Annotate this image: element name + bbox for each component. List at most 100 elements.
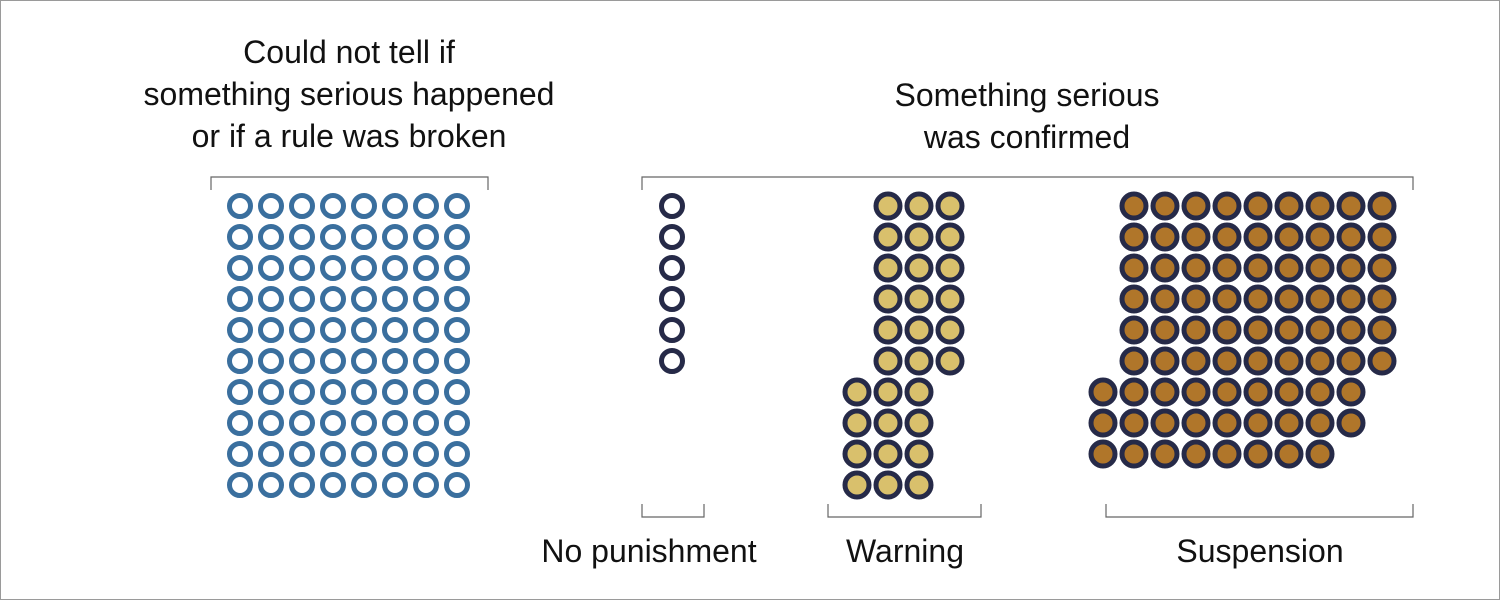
unit-suspension-37 <box>1119 315 1149 345</box>
group-suspension <box>1088 191 1397 469</box>
unit-unclear-49 <box>227 379 253 405</box>
unit-unclear-47 <box>413 348 439 374</box>
unit-suspension-67 <box>1181 408 1211 438</box>
unit-unclear-26 <box>258 286 284 312</box>
unit-warning-1 <box>873 191 903 221</box>
unit-unclear-80 <box>444 472 470 498</box>
unit-suspension-52 <box>1305 346 1335 376</box>
unit-warning-13 <box>873 315 903 345</box>
unit-warning-5 <box>904 222 934 252</box>
unit-suspension-61 <box>1274 377 1304 407</box>
unit-none-1 <box>659 193 685 219</box>
unit-suspension-72 <box>1336 408 1366 438</box>
header-confirmed-line-2: was confirmed <box>923 119 1131 155</box>
unit-unclear-77 <box>351 472 377 498</box>
bracket-no-punishment <box>641 504 705 518</box>
unit-unclear-55 <box>413 379 439 405</box>
unit-suspension-39 <box>1181 315 1211 345</box>
unit-warning-28 <box>842 470 872 500</box>
unit-warning-10 <box>873 284 903 314</box>
unit-suspension-79 <box>1274 439 1304 469</box>
unit-warning-27 <box>904 439 934 469</box>
unit-suspension-15 <box>1274 222 1304 252</box>
unit-unclear-53 <box>351 379 377 405</box>
unit-suspension-45 <box>1367 315 1397 345</box>
unit-suspension-77 <box>1212 439 1242 469</box>
unit-suspension-23 <box>1243 253 1273 283</box>
unit-suspension-14 <box>1243 222 1273 252</box>
unit-unclear-65 <box>227 441 253 467</box>
header-unclear: Could not tell if something serious happ… <box>99 31 599 157</box>
unit-suspension-24 <box>1274 253 1304 283</box>
unit-unclear-16 <box>444 224 470 250</box>
unit-unclear-2 <box>258 193 284 219</box>
unit-suspension-18 <box>1367 222 1397 252</box>
unit-suspension-49 <box>1212 346 1242 376</box>
unit-unclear-24 <box>444 255 470 281</box>
unit-warning-26 <box>873 439 903 469</box>
unit-suspension-63 <box>1336 377 1366 407</box>
unit-unclear-52 <box>320 379 346 405</box>
unit-unclear-31 <box>413 286 439 312</box>
unit-unclear-30 <box>382 286 408 312</box>
unit-warning-16 <box>873 346 903 376</box>
unit-suspension-78 <box>1243 439 1273 469</box>
unit-suspension-6 <box>1274 191 1304 221</box>
unit-unclear-15 <box>413 224 439 250</box>
unit-unclear-59 <box>289 410 315 436</box>
label-suspension: Suspension <box>1176 533 1344 569</box>
unit-suspension-7 <box>1305 191 1335 221</box>
unit-suspension-64 <box>1088 408 1118 438</box>
unit-suspension-28 <box>1119 284 1149 314</box>
unit-unclear-57 <box>227 410 253 436</box>
unit-unclear-8 <box>444 193 470 219</box>
unit-warning-20 <box>873 377 903 407</box>
unit-unclear-43 <box>289 348 315 374</box>
unit-unclear-72 <box>444 441 470 467</box>
unit-suspension-70 <box>1274 408 1304 438</box>
unit-suspension-9 <box>1367 191 1397 221</box>
unit-unclear-17 <box>227 255 253 281</box>
unit-suspension-40 <box>1212 315 1242 345</box>
unit-unclear-42 <box>258 348 284 374</box>
unit-suspension-33 <box>1274 284 1304 314</box>
header-unclear-line-3: or if a rule was broken <box>191 118 507 154</box>
unit-suspension-2 <box>1150 191 1180 221</box>
unit-warning-18 <box>935 346 965 376</box>
unit-suspension-43 <box>1305 315 1335 345</box>
unit-suspension-42 <box>1274 315 1304 345</box>
unit-none-6 <box>659 348 685 374</box>
unit-suspension-25 <box>1305 253 1335 283</box>
unit-suspension-74 <box>1119 439 1149 469</box>
unit-suspension-27 <box>1367 253 1397 283</box>
unit-warning-15 <box>935 315 965 345</box>
unit-unclear-4 <box>320 193 346 219</box>
unit-unclear-50 <box>258 379 284 405</box>
bracket-warning <box>827 504 982 518</box>
unit-unclear-39 <box>413 317 439 343</box>
unit-warning-12 <box>935 284 965 314</box>
unit-unclear-6 <box>382 193 408 219</box>
unit-suspension-66 <box>1150 408 1180 438</box>
unit-unclear-36 <box>320 317 346 343</box>
unit-suspension-31 <box>1212 284 1242 314</box>
unit-unclear-66 <box>258 441 284 467</box>
unit-unclear-18 <box>258 255 284 281</box>
unit-suspension-57 <box>1150 377 1180 407</box>
unit-unclear-58 <box>258 410 284 436</box>
unit-suspension-13 <box>1212 222 1242 252</box>
unit-suspension-38 <box>1150 315 1180 345</box>
unit-unclear-37 <box>351 317 377 343</box>
unit-warning-4 <box>873 222 903 252</box>
unit-none-5 <box>659 317 685 343</box>
unit-warning-9 <box>935 253 965 283</box>
unit-suspension-62 <box>1305 377 1335 407</box>
unit-suspension-55 <box>1088 377 1118 407</box>
unit-suspension-16 <box>1305 222 1335 252</box>
unit-unclear-20 <box>320 255 346 281</box>
unit-none-4 <box>659 286 685 312</box>
unit-unclear-27 <box>289 286 315 312</box>
unit-unclear-46 <box>382 348 408 374</box>
unit-unclear-60 <box>320 410 346 436</box>
